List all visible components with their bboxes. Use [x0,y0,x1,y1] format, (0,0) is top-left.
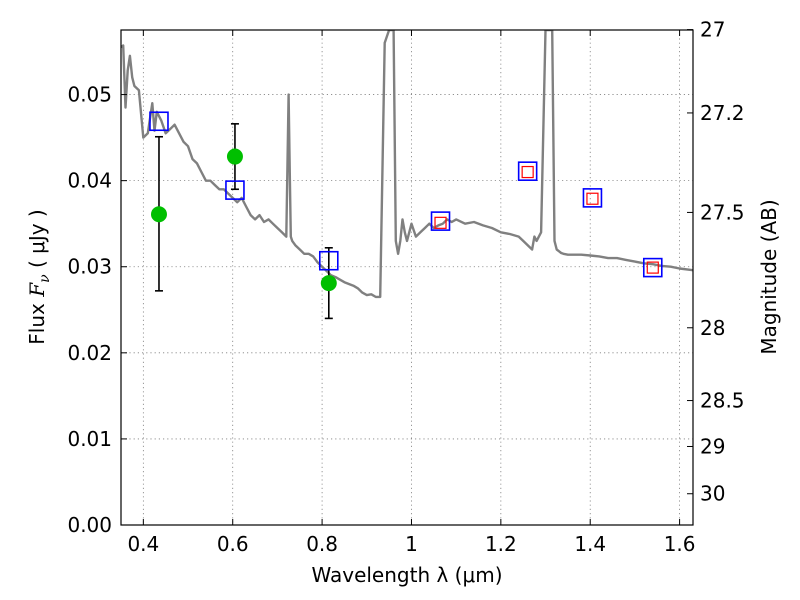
model-band-square [318,250,339,271]
x-tick-label: 0.6 [217,532,249,556]
y-axis-title-suffix: ( μJy ) [25,209,49,274]
red-band-square [646,261,659,274]
x-axis-title: Wavelength λ (μm) [311,563,502,587]
observed-flux-point [150,206,167,223]
y2-axis-title: Magnitude (AB) [757,199,781,354]
observed-flux-point [320,275,337,292]
y2-tick-label: 27 [700,18,725,42]
y-axis-title: Flux Fν ( μJy ) [25,209,53,344]
y2-tick-label: 28 [700,316,725,340]
x-tick-label: 0.4 [127,532,159,556]
model-band-square [517,161,538,181]
model-spectrum-line [121,30,693,299]
red-band-square [434,216,447,229]
y2-tick-label: 28.5 [700,389,745,413]
y-tick-label: 0.01 [67,427,112,451]
y-tick-label: 0.04 [67,169,112,193]
model-band-square [582,188,603,208]
x-tick-label: 0.8 [306,532,338,556]
y-tick-label: 0.02 [67,341,112,365]
x-tick-label: 1.4 [574,532,606,556]
y-axis-title-prefix: Flux [25,297,49,345]
model-band-square [430,211,451,231]
y-axis-title-subscript: ν [37,274,53,283]
model-band-square [225,180,245,200]
x-tick-label: 1.6 [664,532,696,556]
y-tick-label: 0.00 [67,513,112,537]
model-band-square [149,111,169,132]
y2-tick-label: 30 [700,482,725,506]
y-tick-label: 0.03 [67,255,112,279]
plot-frame [120,29,694,526]
tick-labels: 0.4 0.6 0.8 1 1.2 1.4 1.6 0.00 0.01 0.02 0.03 0.04 0… [67,18,744,556]
x-tick-label: 1 [405,532,418,556]
red-band-square [521,165,534,179]
red-band-square [586,192,599,205]
y2-tick-label: 27.2 [700,101,745,125]
model-band-square [642,257,663,278]
x-tick-label: 1.2 [485,532,517,556]
plot-area [121,30,693,320]
observed-flux-point [226,148,243,165]
y2-tick-label: 27.5 [700,200,745,224]
y2-tick-label: 29 [700,434,725,458]
y-tick-label: 0.05 [67,83,112,107]
y-axis-title-symbol: F [25,282,49,298]
axis-ticks [121,29,693,526]
